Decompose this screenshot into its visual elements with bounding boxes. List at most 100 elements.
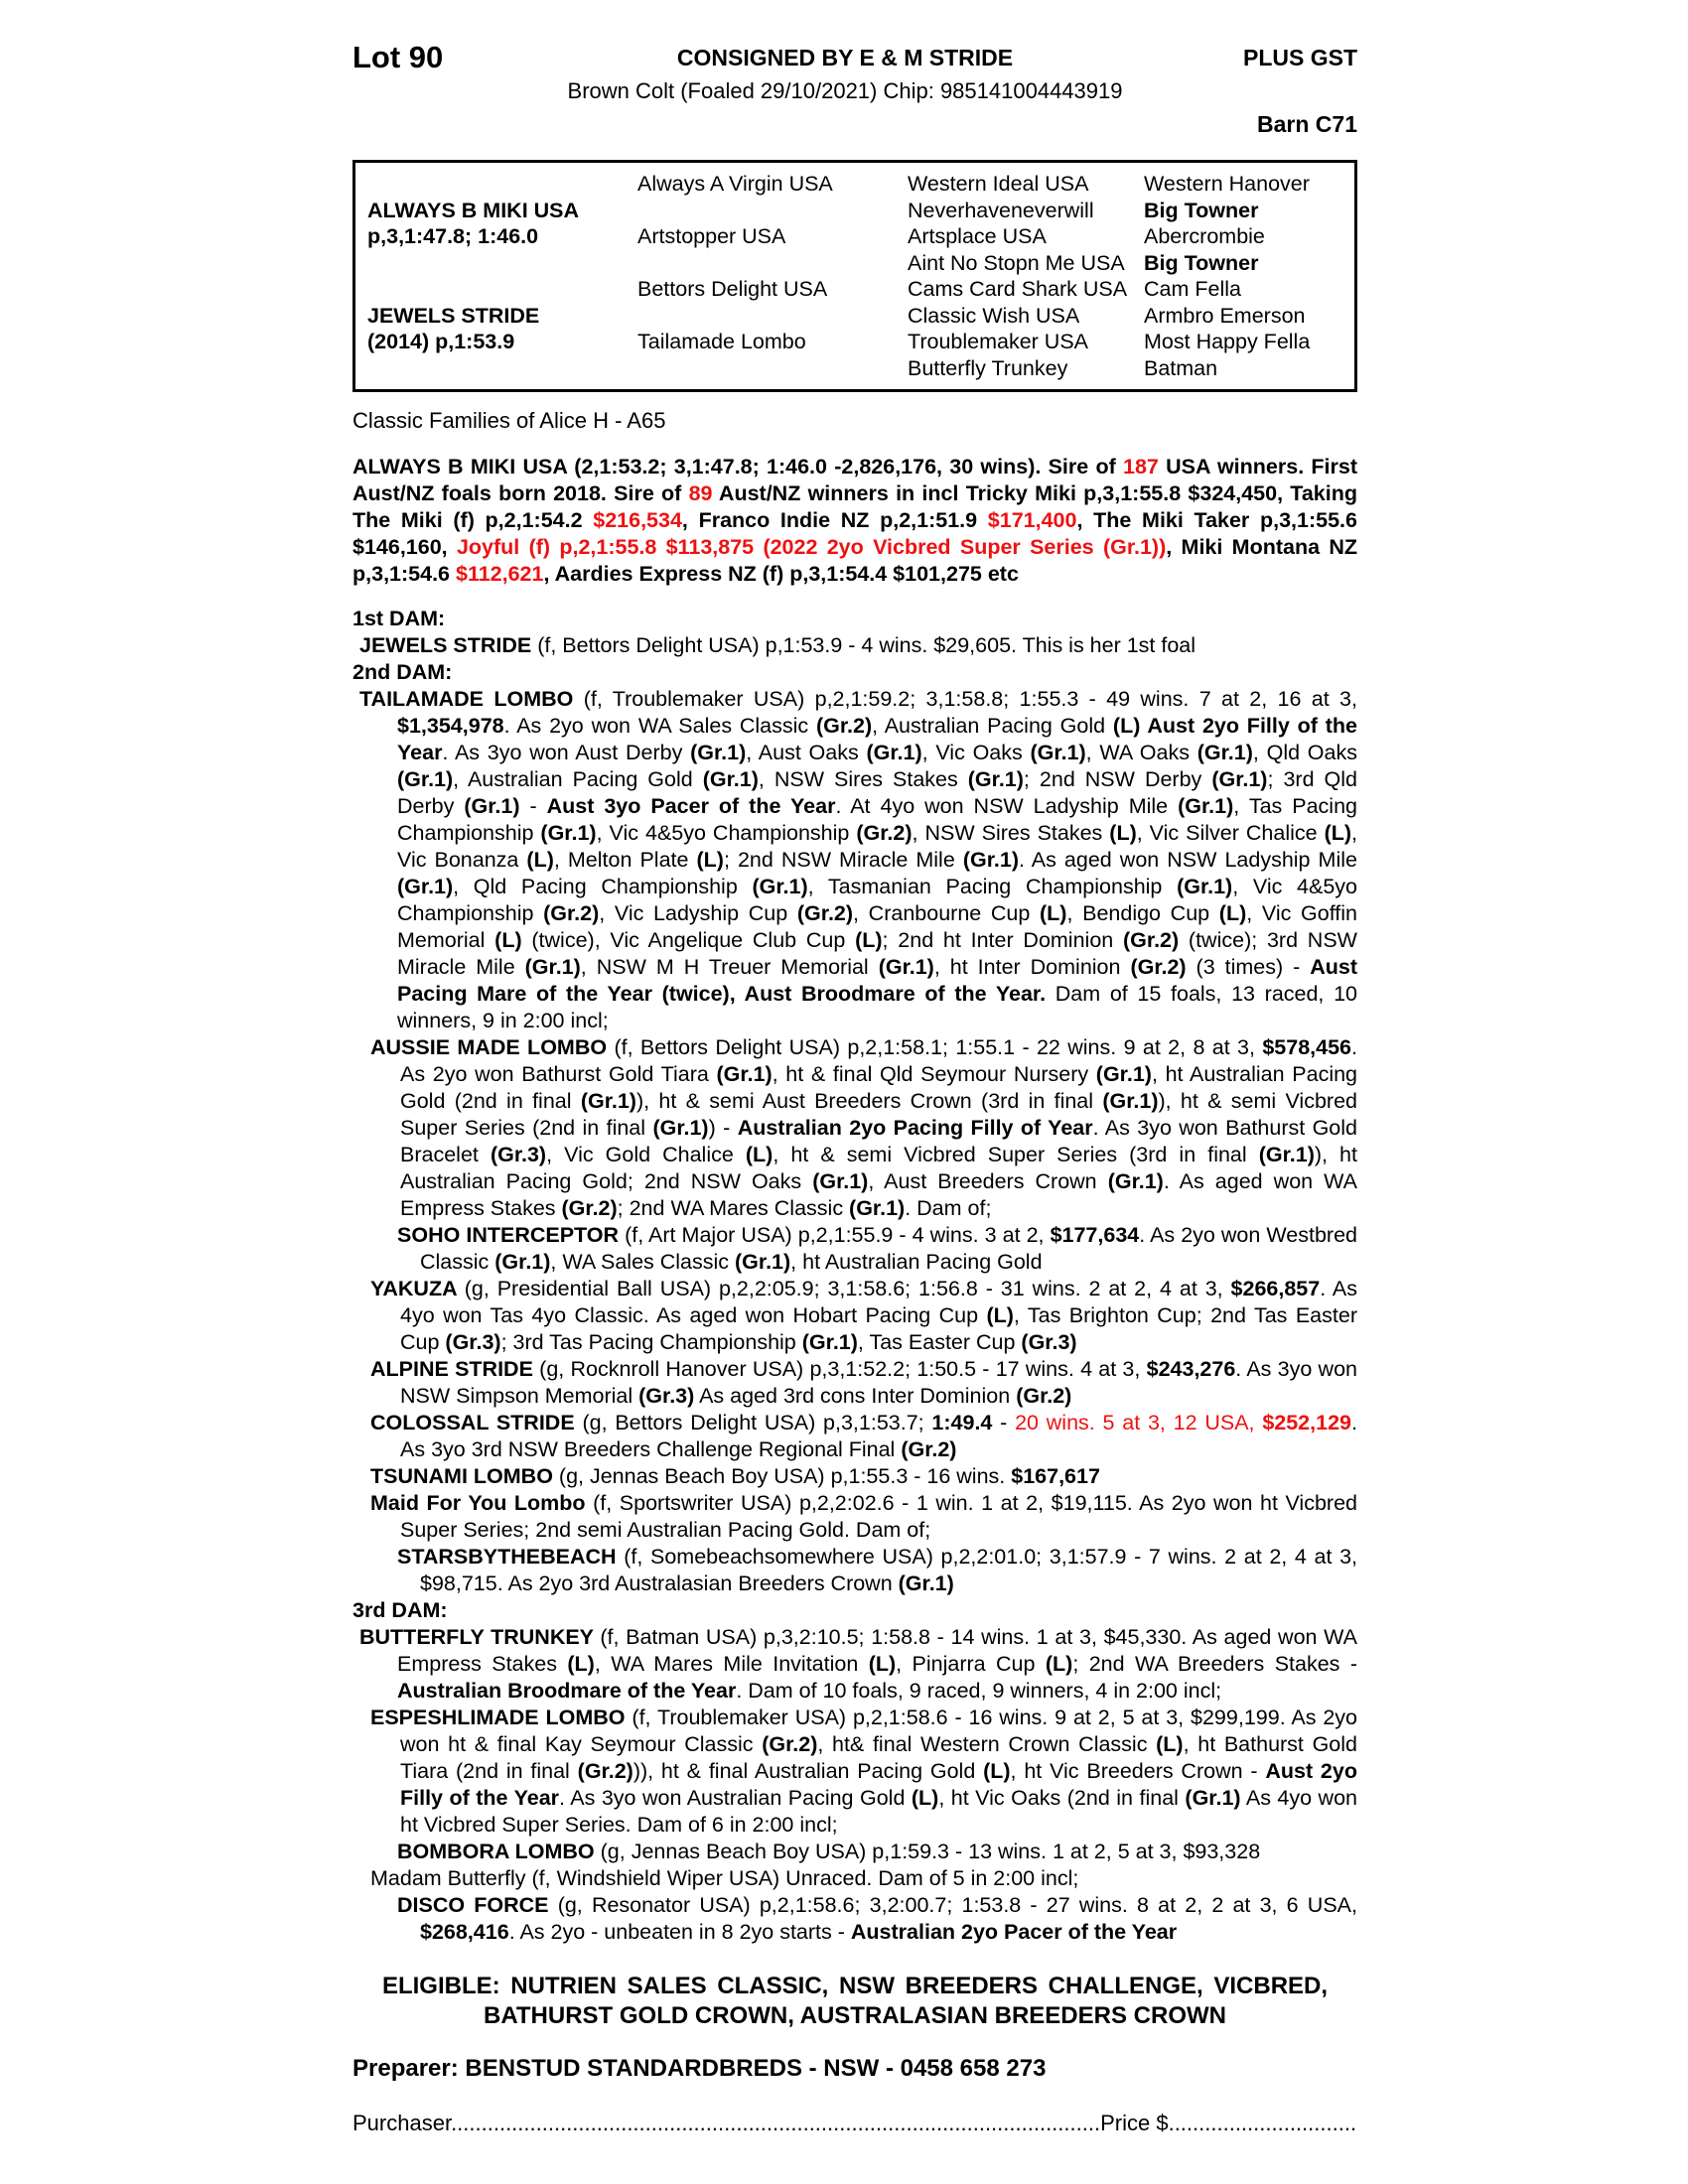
text-run: 187 [1123,455,1159,478]
pedigree-cell [367,250,637,277]
catalogue-page: Lot 90 CONSIGNED BY E & M STRIDE Brown C… [352,40,1357,2136]
text-run: $171,400 [987,508,1077,532]
text-run: (L) [526,848,554,872]
text-run: (Gr.1) [524,955,581,979]
text-run: (Gr.1) [866,741,922,764]
text-run: ; 2nd WA Breeders Stakes - [1072,1652,1358,1676]
eligibility-block: ELIGIBLE: NUTRIEN SALES CLASSIC, NSW BRE… [352,1972,1357,2031]
text-run: , WA Oaks [1085,741,1197,764]
pedigree-cell: Big Towner [1144,198,1259,222]
text-run: )), ht & final Australian Pacing Gold [633,1759,984,1783]
pedigree-cell: Cam Fella [1144,277,1241,301]
paragraph-aussie-made-lombo: AUSSIE MADE LOMBO (f, Bettors Delight US… [352,1034,1357,1222]
text-run: (Gr.1) [962,848,1019,872]
text-run: (Gr.1) [397,767,454,791]
text-run: (f, Art Major USA) p,2,1:55.9 - 4 wins. … [625,1223,1051,1247]
text-run: ), ht & semi Aust Breeders Crown (3rd in… [635,1089,1103,1113]
paragraph-maid-for-you-lombo: Maid For You Lombo (f, Sportswriter USA)… [352,1490,1357,1544]
text-run: ; 2nd NSW Miracle Mile [723,848,963,872]
text-run: (Gr.2) [901,1437,957,1461]
text-run: (Gr.1) [716,1062,773,1086]
paragraph-bombora-lombo: BOMBORA LOMBO (g, Jennas Beach Boy USA) … [352,1839,1357,1865]
text-run: TSUNAMI LOMBO [370,1464,559,1488]
text-run: Aust Pacing Mare of the Year (twice), Au… [397,955,1358,1006]
text-run: $252,129 [1262,1411,1351,1434]
pedigree-cell [367,171,637,198]
pedigree-cell [637,303,908,330]
pedigree-cell [637,198,908,224]
text-run: $243,276 [1146,1357,1236,1381]
text-run: (L) [868,1652,897,1676]
text-run: ESPESHLIMADE LOMBO [370,1706,633,1729]
paragraph-alpine-stride: ALPINE STRIDE (g, Rocknroll Hanover USA)… [352,1356,1357,1410]
text-run: (L) [1156,1732,1184,1756]
text-run: , ht& final Western Crown Classic [817,1732,1157,1756]
purchaser-line: Purchaser...............................… [352,2111,1357,2136]
text-run: ; 3rd Qld Derby [397,767,1357,818]
text-run: , NSW Sires Stakes [758,767,968,791]
text-run: , ht Vic Breeders Crown - [1010,1759,1266,1783]
second-dam-heading: 2nd DAM: [352,660,453,684]
text-run: , Vic Oaks [921,741,1031,764]
text-run: (g, Jennas Beach Boy USA) p,1:59.3 - 13 … [600,1840,1261,1863]
text-run: (L) [745,1143,774,1166]
text-run: , Australian Pacing Gold [872,714,1113,738]
text-run: ALWAYS B MIKI USA (2,1:53.2; 3,1:47.8; 1… [352,455,1123,478]
pedigree-cell: Armbro Emerson [1144,303,1306,328]
text-run: $268,416 [420,1920,509,1944]
text-run: 20 wins. 5 at 3, 12 USA, [1015,1411,1263,1434]
text-run: (Gr.1) [397,875,454,898]
text-run: , Aardies Express NZ (f) p,3,1:54.4 $101… [543,562,1019,586]
text-run: , Aust Oaks [746,741,867,764]
text-run: , ht Australian Pacing Gold [790,1250,1043,1274]
paragraph-disco-force: DISCO FORCE (g, Resonator USA) p,2,1:58.… [352,1892,1357,1946]
text-run: ; 2nd WA Mares Classic [617,1196,850,1220]
paragraph-jewels-stride: JEWELS STRIDE (f, Bettors Delight USA) p… [352,632,1357,659]
pedigree-cell: Classic Wish USA [908,303,1080,328]
text-run: , Tasmanian Pacing Championship [807,875,1178,898]
text-run: , ht Inter Dominion [933,955,1131,979]
text-run: SOHO INTERCEPTOR [397,1223,626,1247]
text-run: - [992,1411,1016,1434]
pedigree-cell: Most Happy Fella [1144,330,1311,353]
text-run: (g, Jennas Beach Boy USA) p,1:55.3 - 16 … [558,1464,1012,1488]
text-run: . At 4yo won NSW Ladyship Mile [835,794,1179,818]
text-run: (Gr.2) [815,714,873,738]
text-run: ), ht Australian Pacing Gold; 2nd NSW Oa… [400,1143,1357,1193]
pedigree-cell: Western Ideal USA [908,172,1089,196]
text-run: Madam Butterfly (f, Windshield Wiper USA… [370,1866,1079,1890]
text-run: ; 2nd NSW Derby [1023,767,1212,791]
text-run: (g, Resonator USA) p,2,1:58.6; 3,2:00.7;… [557,1893,1357,1917]
text-run: . As 2yo won Bathurst Gold Tiara [400,1035,1357,1086]
text-run: . As 4yo won Tas 4yo Classic. As aged wo… [400,1277,1357,1327]
text-run: (Gr.3) [445,1330,501,1354]
text-run: , Bendigo Cup [1066,901,1219,925]
text-run: . As 2yo - unbeaten in 8 2yo starts - [508,1920,851,1944]
paragraph-starsbythebeach: STARSBYTHEBEACH (f, Somebeachsomewhere U… [352,1544,1357,1597]
text-run: TAILAMADE LOMBO [359,687,584,711]
text-run: ), ht & semi Vicbred Super Series (2nd i… [400,1089,1357,1140]
price-label: Price $ [1100,2111,1169,2135]
text-run: , Tas Pacing Championship [397,794,1357,845]
header-center: CONSIGNED BY E & M STRIDE Brown Colt (Fo… [566,40,1124,138]
text-run: (Gr.1) [1102,1089,1159,1113]
text-run: As aged 3rd cons Inter Dominion [694,1384,1017,1408]
text-run: (3 times) - [1186,955,1311,979]
text-run: , The Miki Taker p,3,1:55.6 $146,160, [352,508,1357,559]
text-run: $578,456 [1262,1035,1352,1059]
text-run: $1,354,978 [397,714,504,738]
text-run: (L) Aust 2yo Filly of the Year [397,714,1357,764]
preparer-line: Preparer: BENSTUD STANDARDBREDS - NSW - … [352,2055,1047,2082]
pedigree-cell: ALWAYS B MIKI USA [367,198,580,222]
text-run: (Gr.1) [702,767,759,791]
text-run: COLOSSAL STRIDE [370,1411,583,1434]
purchaser-label: Purchaser [352,2111,452,2135]
text-run: , Aust Breeders Crown [868,1169,1108,1193]
pedigree-cell: Troublemaker USA [908,330,1089,353]
text-run: . Dam of; [905,1196,992,1220]
pedigree-cell: Tailamade Lombo [637,330,806,353]
text-run: (Gr.3) [638,1384,695,1408]
pedigree-cell [367,276,637,303]
barn-number: Barn C71 [1257,111,1357,137]
text-run: (Gr.1) [690,741,747,764]
